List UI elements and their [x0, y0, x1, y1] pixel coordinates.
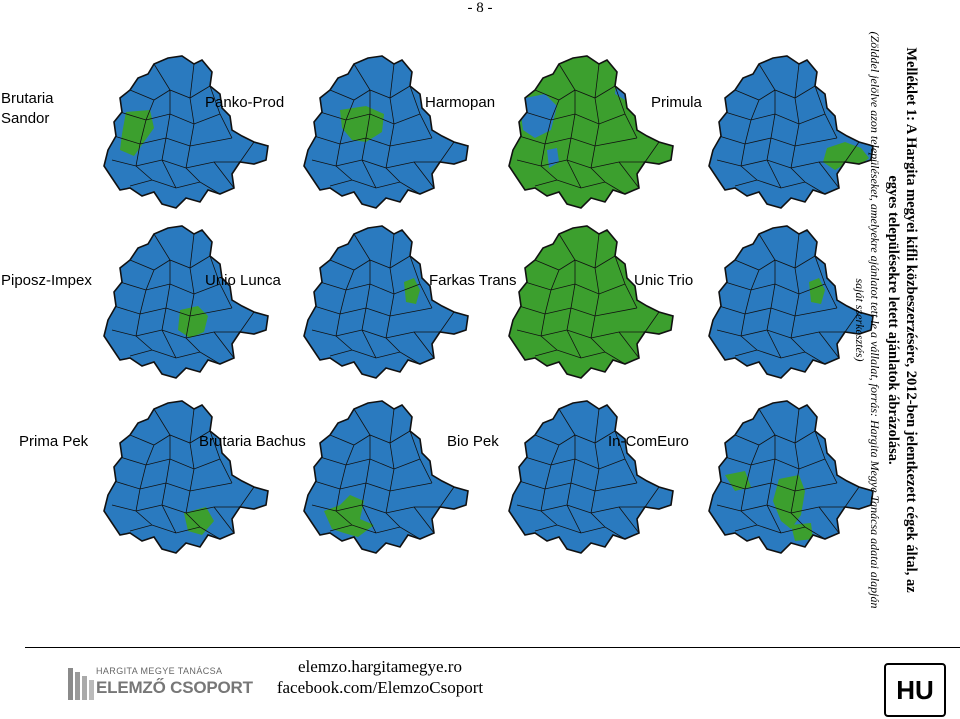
bid-region — [184, 507, 214, 535]
settlement-borders — [111, 63, 255, 195]
company-label: Unic Trio — [634, 272, 694, 289]
language-badge: HU — [884, 663, 946, 717]
page-number: - 8 - — [467, 0, 493, 16]
settlement-borders — [111, 408, 255, 540]
county-map — [495, 50, 685, 220]
county-outline — [103, 225, 269, 379]
footer-divider — [25, 647, 960, 648]
hargita-county-shape — [508, 55, 674, 209]
bid-region — [725, 471, 813, 541]
settlement-borders — [311, 408, 455, 540]
county-base-region — [709, 56, 873, 208]
company-label: In-ComEuro — [608, 433, 689, 450]
hargita-county-shape — [103, 225, 269, 379]
caption-note: (Zölddel jelölve azon településeket, ame… — [853, 31, 882, 609]
company-label: Farkas Trans — [429, 272, 517, 289]
hargita-county-shape — [708, 55, 874, 209]
settlement-borders — [111, 233, 255, 365]
settlement-borders — [716, 408, 860, 540]
county-map — [495, 395, 685, 565]
county-base-region — [709, 226, 873, 378]
county-map — [695, 395, 885, 565]
settlement-borders — [716, 233, 860, 365]
county-outline — [103, 55, 269, 209]
logo-line-1: HARGITA MEGYE TANÁCSA — [96, 666, 223, 676]
county-base-region — [509, 401, 673, 553]
logo-stripes-icon — [68, 668, 94, 700]
county-outline — [708, 400, 874, 554]
company-label: Panko-Prod — [205, 94, 285, 111]
county-outline — [303, 55, 469, 209]
county-map — [90, 220, 280, 390]
hargita-county-shape — [708, 400, 874, 554]
county-map — [695, 50, 885, 220]
county-base-region — [509, 56, 673, 208]
hargita-county-shape — [708, 225, 874, 379]
company-label: Bio Pek — [447, 433, 499, 450]
settlement-borders — [516, 233, 660, 365]
hargita-county-shape — [303, 55, 469, 209]
settlement-borders — [311, 233, 455, 365]
county-map — [495, 220, 685, 390]
hargita-county-shape — [303, 225, 469, 379]
county-base-region — [104, 401, 268, 553]
company-label: Brutaria Sandor — [1, 90, 54, 127]
county-map — [90, 395, 280, 565]
county-base-region — [104, 56, 268, 208]
county-outline — [303, 225, 469, 379]
county-map — [695, 220, 885, 390]
facebook-link[interactable]: facebook.com/ElemzoCsoport — [276, 678, 484, 697]
settlement-borders — [516, 63, 660, 195]
county-map — [290, 395, 480, 565]
county-base-region — [104, 226, 268, 378]
county-map — [290, 220, 480, 390]
county-outline — [103, 400, 269, 554]
footer-links: elemzo.hargitamegye.ro facebook.com/Elem… — [270, 656, 490, 698]
company-label: Brutaria Bachus — [199, 433, 306, 450]
hargita-county-shape — [103, 55, 269, 209]
caption-title: Melléklet 1: A Hargita megyei kifli közb… — [885, 47, 919, 593]
county-base-region — [304, 56, 468, 208]
website-link[interactable]: elemzo.hargitamegye.ro — [298, 657, 462, 676]
hargita-county-shape — [103, 400, 269, 554]
bid-region — [809, 278, 825, 304]
county-map — [90, 50, 280, 220]
settlement-borders — [516, 408, 660, 540]
company-label: Primula — [651, 94, 702, 111]
county-outline — [508, 225, 674, 379]
county-outline — [508, 55, 674, 209]
settlement-borders — [311, 63, 455, 195]
settlement-borders — [716, 63, 860, 195]
company-label: Harmopan — [425, 94, 496, 111]
hargita-county-shape — [303, 400, 469, 554]
logo-line-2: ELEMZŐ CSOPORT — [96, 678, 253, 697]
company-label: Piposz-Impex — [1, 272, 92, 289]
bid-region — [404, 278, 420, 304]
company-label: Prima Pek — [19, 433, 89, 450]
county-map — [290, 50, 480, 220]
county-base-region — [304, 226, 468, 378]
county-outline — [708, 55, 874, 209]
hargita-county-shape — [508, 400, 674, 554]
county-outline — [708, 225, 874, 379]
county-base-region — [509, 226, 673, 378]
county-outline — [303, 400, 469, 554]
county-outline — [508, 400, 674, 554]
hargita-county-shape — [508, 225, 674, 379]
figure-caption: Melléklet 1: A Hargita megyei kifli közb… — [690, 30, 930, 610]
elemzo-csoport-logo: HARGITA MEGYE TANÁCSA ELEMZŐ CSOPORT — [68, 662, 268, 704]
company-label: Unio Lunca — [205, 272, 281, 289]
